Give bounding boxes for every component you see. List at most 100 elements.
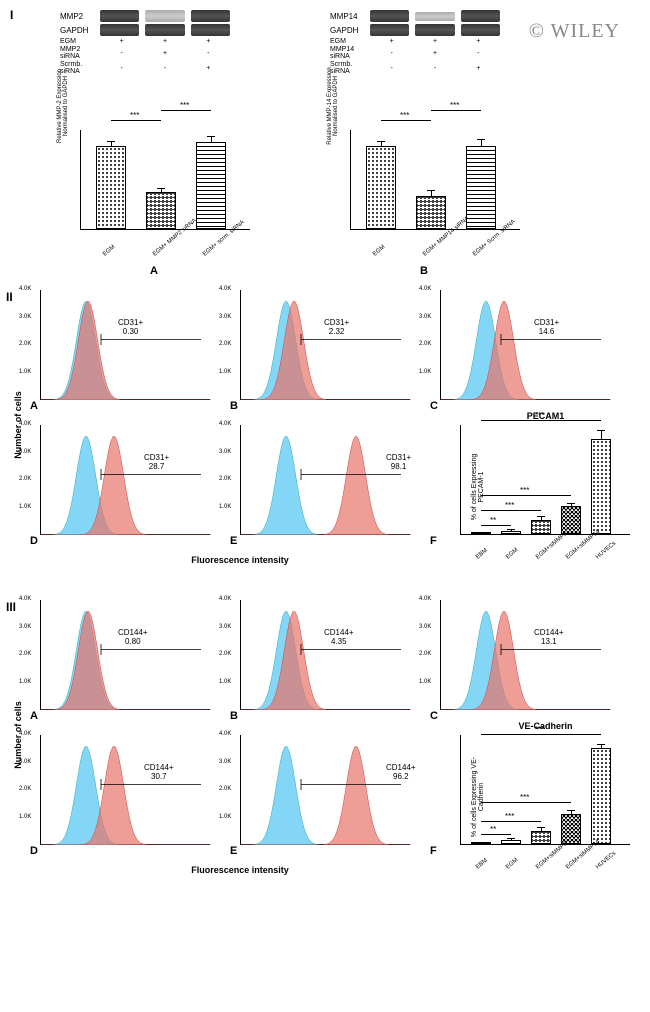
ytick: 1.0K <box>19 679 31 685</box>
ytick: 1.0K <box>219 679 231 685</box>
panel-letter: A <box>150 265 158 277</box>
treat-val: + <box>413 38 456 45</box>
ytick: 4.0K <box>219 596 231 602</box>
bar <box>146 192 176 230</box>
ytick: 3.0K <box>419 314 431 320</box>
panel-letter: D <box>30 535 38 547</box>
ytick: 4.0K <box>219 286 231 292</box>
marker-label: CD144+13.1 <box>534 628 564 646</box>
panel-letter: F <box>430 845 437 857</box>
ytick: 1.0K <box>219 814 231 820</box>
ytick: 2.0K <box>19 786 31 792</box>
histogram: 1.0K2.0K3.0K4.0KCD144+13.1 <box>440 600 610 710</box>
bar <box>366 146 396 229</box>
ytick: 3.0K <box>219 449 231 455</box>
ylabel: % of cells Expressing VE-Cadherin <box>471 752 485 842</box>
ylabel: Relative MMP-14 Expression Normalised to… <box>327 56 339 156</box>
ytick: 3.0K <box>19 449 31 455</box>
ytick: 3.0K <box>419 624 431 630</box>
ytick: 2.0K <box>419 341 431 347</box>
band <box>461 10 500 22</box>
panel-letter: B <box>420 265 428 277</box>
ytick: 1.0K <box>19 814 31 820</box>
ytick: 1.0K <box>219 504 231 510</box>
panel-letter: D <box>30 845 38 857</box>
treat-val: + <box>143 50 186 57</box>
histogram: 1.0K2.0K3.0K4.0KCD144+30.7 <box>40 735 210 845</box>
treat-val: + <box>457 65 500 72</box>
band <box>100 10 139 22</box>
panel-letter: E <box>230 535 237 547</box>
ytick: 3.0K <box>19 759 31 765</box>
chart-title: VE-Cadherin <box>461 721 630 731</box>
ytick: 4.0K <box>419 286 431 292</box>
marker-label: CD31+0.30 <box>118 318 143 336</box>
histogram: 1.0K2.0K3.0K4.0KCD31+98.1 <box>240 425 410 535</box>
section-III-label: III <box>6 600 16 614</box>
ytick: 3.0K <box>19 624 31 630</box>
treat-val: - <box>413 65 456 72</box>
band <box>415 12 454 21</box>
treat-val: + <box>187 38 230 45</box>
band <box>145 10 184 22</box>
axis-label-x: Fluorescence intensity <box>40 865 440 875</box>
bar <box>531 520 551 534</box>
bar-chart-F: VE-Cadherin% of cells Expressing VE-Cadh… <box>460 735 630 845</box>
marker-label: CD144+0.80 <box>118 628 148 646</box>
marker-label: CD31+28.7 <box>144 453 169 471</box>
bar <box>196 142 226 230</box>
sig-marker: *** <box>520 793 529 802</box>
sig-marker: *** <box>505 501 514 510</box>
wb-label: GAPDH <box>60 26 100 35</box>
band <box>191 10 230 22</box>
bar <box>466 146 496 229</box>
ytick: 2.0K <box>19 476 31 482</box>
watermark: © WILEY <box>529 20 620 43</box>
band <box>415 24 454 36</box>
section-II-label: II <box>6 290 13 304</box>
ytick: 4.0K <box>19 286 31 292</box>
panel-letter: C <box>430 710 438 722</box>
band <box>370 24 409 36</box>
wb-label: GAPDH <box>330 26 370 35</box>
treat-val: - <box>370 65 413 72</box>
treat-val: - <box>100 50 143 57</box>
treat-val: - <box>100 65 143 72</box>
panel-letter: F <box>430 535 437 547</box>
ytick: 3.0K <box>219 624 231 630</box>
treat-val: + <box>143 38 186 45</box>
sig-marker: ** <box>490 516 496 525</box>
marker-label: CD144+30.7 <box>144 763 174 781</box>
bar-chart-F: PECAM1% of cells Expressing PECAM-1EBMEG… <box>460 425 630 535</box>
ytick: 2.0K <box>19 651 31 657</box>
panel-letter: A <box>30 710 38 722</box>
sig-marker: *** <box>535 411 544 420</box>
ytick: 4.0K <box>419 596 431 602</box>
panel-I-B-wb: MMP14 GAPDH EGM+++MMP14 siRNA-+-Scrmb. s… <box>330 8 510 76</box>
histogram: 1.0K2.0K3.0K4.0KCD144+0.80 <box>40 600 210 710</box>
histogram: 1.0K2.0K3.0K4.0KCD31+0.30 <box>40 290 210 400</box>
treat-val: - <box>143 65 186 72</box>
histogram: 1.0K2.0K3.0K4.0KCD144+4.35 <box>240 600 410 710</box>
ytick: 1.0K <box>419 679 431 685</box>
panel-letter: B <box>230 710 238 722</box>
panel-I-A-bars: Relative MMP-2 Expression Normalised to … <box>60 130 250 230</box>
sig-marker: *** <box>130 111 139 120</box>
ytick: 4.0K <box>219 731 231 737</box>
bar <box>416 196 446 229</box>
ytick: 4.0K <box>219 421 231 427</box>
sig-marker: *** <box>180 101 189 110</box>
histogram: 1.0K2.0K3.0K4.0KCD31+14.6 <box>440 290 610 400</box>
ytick: 3.0K <box>219 759 231 765</box>
ytick: 2.0K <box>219 476 231 482</box>
panel-letter: E <box>230 845 237 857</box>
treat-val: + <box>370 38 413 45</box>
bar <box>531 831 551 844</box>
marker-label: CD31+98.1 <box>386 453 411 471</box>
panel-letter: A <box>30 400 38 412</box>
panel-I-B-bars: Relative MMP-14 Expression Normalised to… <box>330 130 520 230</box>
ytick: 3.0K <box>19 314 31 320</box>
bar <box>591 748 611 844</box>
treat-val: - <box>370 50 413 57</box>
bar <box>96 146 126 229</box>
